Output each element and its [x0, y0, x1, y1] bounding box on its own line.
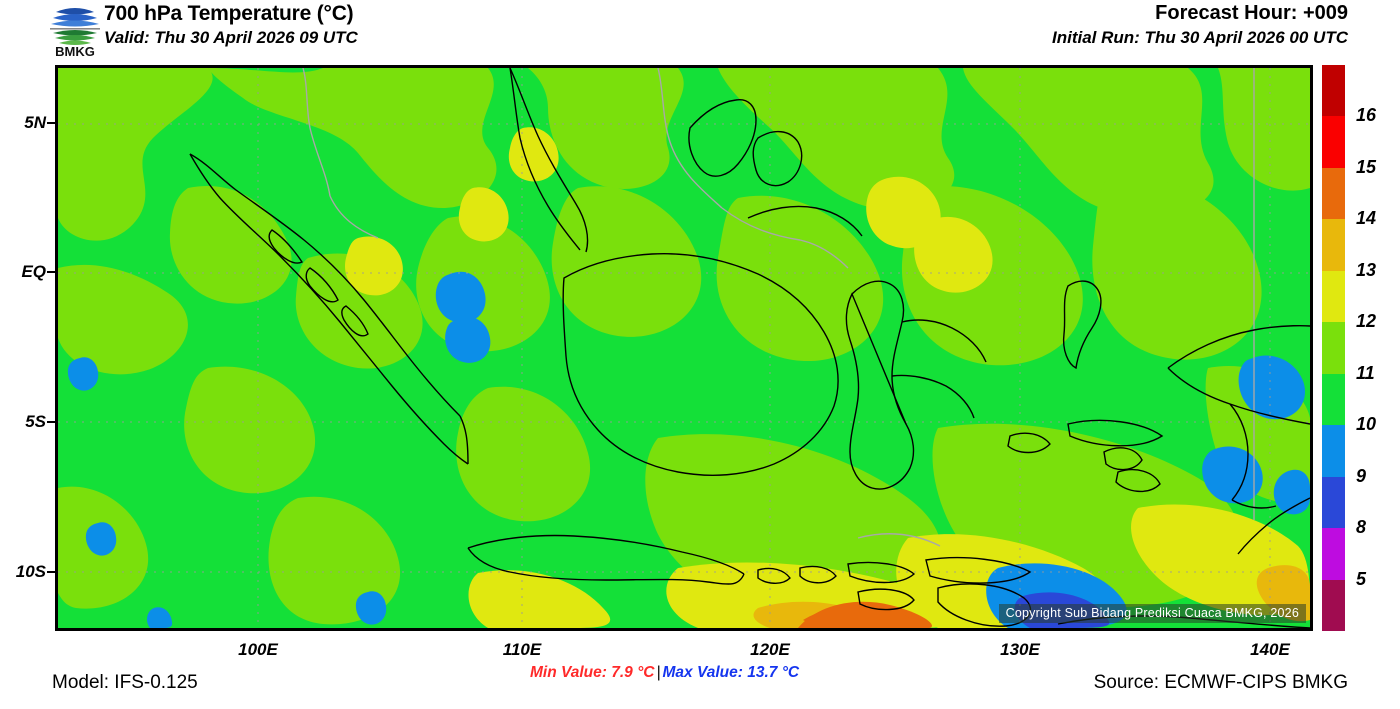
map-frame: Copyright Sub Bidang Prediksi Cuaca BMKG…	[55, 65, 1313, 631]
colorbar-tick-5: 5	[1356, 568, 1367, 589]
coastlines	[189, 68, 1310, 628]
lat-label-10s: 10S	[15, 562, 46, 581]
colorbar-tick-15: 15	[1356, 156, 1377, 177]
colorbar-tick-8: 8	[1356, 517, 1367, 538]
colorbar-band-13	[1322, 270, 1345, 323]
minmax-separator: |	[656, 664, 661, 681]
title-block: 700 hPa Temperature (°C) Valid: Thu 30 A…	[104, 1, 358, 49]
minmax-label: Min Value: 7.9 °C | Max Value: 13.7 °C	[530, 664, 799, 682]
bmkg-logo: BMKG	[50, 8, 100, 58]
colorbar-labels: 16 15 14 13 12 11 10 9 8 5	[1356, 65, 1400, 631]
lon-label-110e: 110E	[502, 640, 542, 659]
colorbar-tick-10: 10	[1356, 414, 1377, 435]
map-container: Copyright Sub Bidang Prediksi Cuaca BMKG…	[55, 65, 1313, 631]
lon-label-130e: 130E	[1000, 640, 1040, 659]
colorbar-band-11	[1322, 373, 1345, 426]
source-label: Source: ECMWF-CIPS BMKG	[1093, 672, 1348, 693]
colorbar-tick-13: 13	[1356, 259, 1377, 280]
colorbar-band-5	[1322, 579, 1345, 631]
colorbar-band-10	[1322, 425, 1345, 477]
political-borders	[302, 68, 1255, 547]
colorbar-band-12	[1322, 322, 1345, 374]
initial-run: Initial Run: Thu 30 April 2026 00 UTC	[1052, 28, 1348, 47]
min-value: Min Value: 7.9 °C	[530, 664, 655, 681]
colorbar-band-8	[1322, 528, 1345, 580]
colorbar-tick-11: 11	[1356, 362, 1375, 383]
temperature-field	[58, 68, 1310, 628]
svg-text:BMKG: BMKG	[55, 44, 95, 58]
lat-tick-10s	[47, 571, 56, 573]
colorbar-band-top	[1322, 65, 1345, 117]
colorbar-band-14	[1322, 219, 1345, 271]
max-value: Max Value: 13.7 °C	[662, 664, 800, 681]
lat-tick-5s	[47, 421, 56, 423]
colorbar	[1322, 65, 1345, 631]
lon-label-120e: 120E	[750, 640, 790, 659]
page-title: 700 hPa Temperature (°C)	[104, 2, 354, 25]
lat-label-eq: EQ	[21, 262, 46, 281]
lat-label-5s: 5S	[25, 412, 46, 431]
colorbar-band-16	[1322, 116, 1345, 168]
lat-label-5n: 5N	[24, 113, 46, 132]
colorbar-tick-12: 12	[1356, 311, 1377, 332]
colorbar-band-9	[1322, 476, 1345, 529]
lon-label-140e: 140E	[1250, 640, 1290, 659]
colorbar-band-15	[1322, 167, 1345, 220]
forecast-hour: Forecast Hour: +009	[1155, 2, 1348, 24]
lon-label-100e: 100E	[238, 640, 278, 659]
colorbar-tick-16: 16	[1356, 105, 1377, 126]
colorbar-tick-9: 9	[1356, 465, 1367, 486]
valid-time: Valid: Thu 30 April 2026 09 UTC	[104, 28, 358, 47]
copyright-watermark: Copyright Sub Bidang Prediksi Cuaca BMKG…	[998, 604, 1306, 623]
model-label: Model: IFS-0.125	[52, 672, 198, 693]
header: BMKG 700 hPa Temperature (°C) Valid: Thu…	[0, 0, 1400, 62]
lat-tick-eq	[47, 271, 56, 273]
header-right: Forecast Hour: +009 Initial Run: Thu 30 …	[1052, 1, 1348, 49]
footer: Model: IFS-0.125 Min Value: 7.9 °C | Max V…	[0, 660, 1400, 709]
colorbar-tick-14: 14	[1356, 208, 1377, 229]
lat-tick-5n	[47, 122, 56, 124]
